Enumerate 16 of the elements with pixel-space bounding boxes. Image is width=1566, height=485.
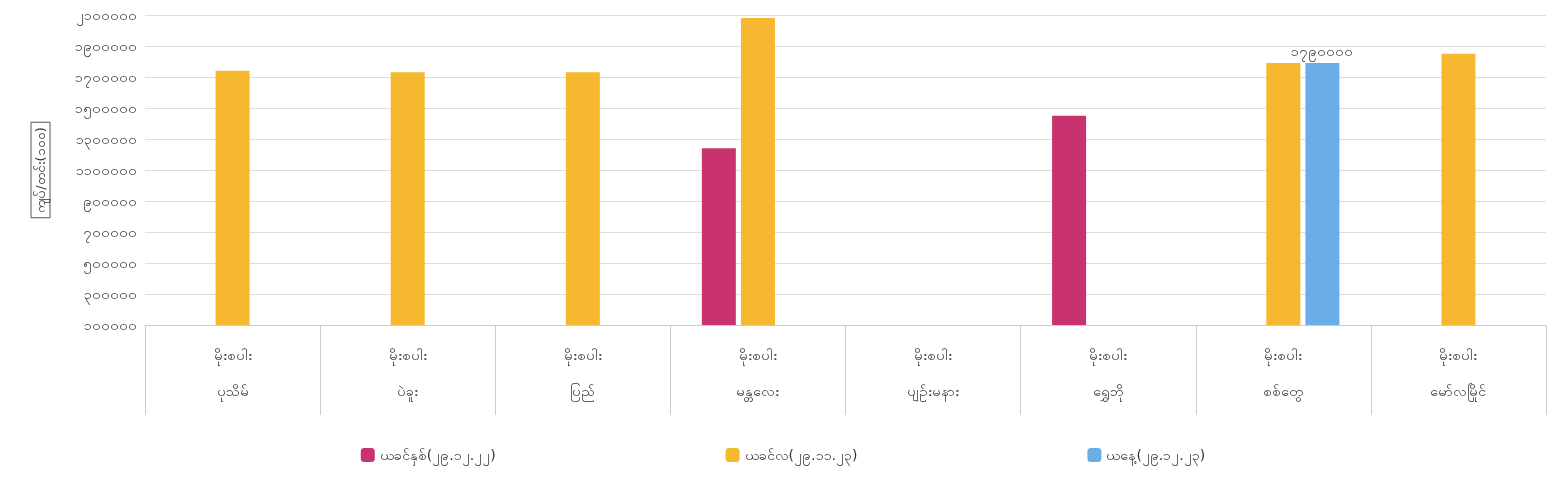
y-tick-label: ၁၀၀၀၀၀ — [84, 317, 137, 333]
y-tick-label: ၃၀၀၀၀၀ — [84, 286, 137, 305]
y-tick-label: ၁၁၀၀၀၀၀ — [76, 162, 137, 178]
legend-label: ယခင်လ(၂၉.၁၁.၂၃) — [744, 447, 858, 466]
y-tick-label: ၇၀၀၀၀၀ — [83, 224, 137, 243]
data-label: ၁၇၉၀၀၀၀ — [1291, 43, 1354, 63]
y-tick-label: ၂၁၀၀၀၀၀ — [76, 7, 137, 26]
legend-label: ယနေ့(၂၉.၁၂.၂၃) — [1106, 447, 1206, 466]
y-tick-label: ၁၉၀၀၀၀၀ — [75, 38, 137, 57]
y-tick-label: ၁၅၀၀၀၀၀ — [75, 100, 137, 119]
y-tick-label: ၅၀၀၀၀၀ — [83, 255, 137, 274]
legend-label: ယခင်နှစ်(၂၉.၁၂.၂၂) — [379, 447, 496, 466]
y-tick-label: ၉၀၀၀၀၀ — [83, 193, 137, 212]
y-tick-label: ၁၃၀၀၀၀၀ — [76, 131, 137, 150]
y-tick-label: ၁၇၀၀၀၀၀ — [75, 69, 137, 88]
y-axis-title: ကျပ်/တင်း(၁၀၀) — [33, 127, 51, 213]
